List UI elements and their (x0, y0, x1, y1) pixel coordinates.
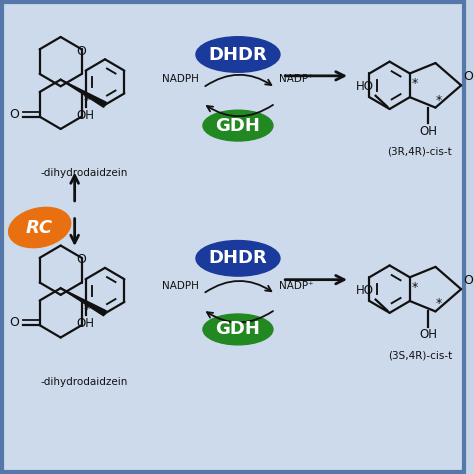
Text: *: * (412, 77, 419, 90)
Ellipse shape (203, 110, 273, 141)
Text: *: * (436, 94, 442, 107)
Text: *: * (412, 281, 419, 294)
Text: O: O (9, 316, 19, 329)
Text: O: O (464, 274, 474, 287)
Polygon shape (61, 288, 106, 316)
Ellipse shape (203, 314, 273, 345)
Text: OH: OH (419, 125, 438, 137)
Text: HO: HO (356, 81, 374, 93)
Text: *: * (84, 303, 90, 316)
Text: NADPH: NADPH (163, 281, 199, 291)
Text: HO: HO (356, 284, 374, 297)
Ellipse shape (196, 37, 280, 72)
Text: OH: OH (77, 109, 95, 121)
Text: NADPH: NADPH (163, 74, 199, 84)
Text: (3R,4R)-cis-t: (3R,4R)-cis-t (388, 147, 452, 157)
Text: OH: OH (77, 317, 95, 330)
Text: O: O (77, 254, 87, 266)
Text: -dihydrodaidzein: -dihydrodaidzein (40, 377, 128, 387)
Text: *: * (436, 298, 442, 310)
Text: O: O (9, 108, 19, 121)
Text: GDH: GDH (216, 117, 260, 135)
Text: DHDR: DHDR (209, 249, 267, 267)
Ellipse shape (196, 241, 280, 276)
Text: O: O (77, 45, 87, 58)
Text: (3S,4R)-cis-t: (3S,4R)-cis-t (388, 351, 452, 361)
Text: GDH: GDH (216, 320, 260, 338)
Text: NADP⁺: NADP⁺ (279, 281, 314, 291)
Text: NADP⁺: NADP⁺ (279, 74, 314, 84)
FancyBboxPatch shape (2, 2, 464, 472)
Text: RC: RC (26, 219, 53, 237)
Text: DHDR: DHDR (209, 46, 267, 64)
Ellipse shape (9, 208, 71, 247)
Text: O: O (464, 70, 474, 83)
Text: -dihydrodaidzein: -dihydrodaidzein (40, 168, 128, 178)
Text: *: * (84, 94, 90, 107)
Text: OH: OH (419, 328, 438, 341)
Polygon shape (61, 80, 106, 107)
